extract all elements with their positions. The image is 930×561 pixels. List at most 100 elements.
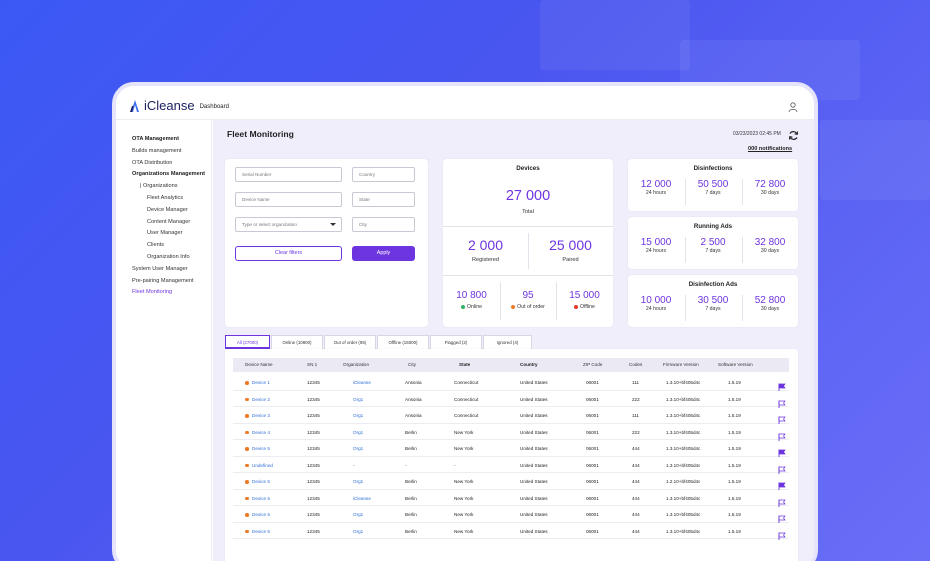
- column-header-firmware-version[interactable]: Firmware Version: [663, 362, 699, 367]
- sidebar-item-clients[interactable]: Clients: [147, 242, 165, 249]
- cell-sn: 12345: [307, 528, 320, 534]
- column-header-city[interactable]: City: [408, 362, 416, 367]
- filter-tabs: All (27000) Online (10800) Out of order (9…: [225, 335, 533, 349]
- column-header-organization[interactable]: Organization: [343, 362, 370, 367]
- cell-org[interactable]: iCleanse: [353, 495, 371, 501]
- cell-city: Berlin: [405, 495, 417, 501]
- stat-card-title: Running Ads: [693, 223, 733, 230]
- tab-offline[interactable]: Offline (15000): [377, 335, 429, 349]
- tab-online[interactable]: Online (10800): [271, 335, 323, 349]
- column-header-country[interactable]: Country: [520, 362, 538, 367]
- cell-name[interactable]: Device 1: [252, 380, 270, 385]
- notifications-link[interactable]: 000 notifications: [748, 146, 793, 152]
- column-header-state[interactable]: State: [459, 362, 471, 367]
- refresh-icon[interactable]: [788, 128, 799, 140]
- organization-select[interactable]: Type or select organization: [235, 217, 342, 232]
- city-input[interactable]: City: [352, 217, 415, 232]
- sidebar-item-system-user-manager[interactable]: System User Manager: [132, 265, 188, 272]
- online-legend: Online: [443, 304, 500, 310]
- sidebar-item-content-manager[interactable]: Content Manager: [147, 218, 191, 225]
- sidebar-item-pre-pairing-management[interactable]: Pre-pairing Management: [132, 277, 194, 284]
- flag-icon[interactable]: [778, 378, 786, 391]
- stat-value: 2 500: [700, 237, 726, 248]
- sidebar-item-organizations[interactable]: | Organizations: [140, 183, 178, 190]
- tab-flagged[interactable]: Flagged (2): [430, 335, 482, 349]
- cell-fw: 1.3.10+bf405d4c: [666, 396, 701, 402]
- cell-name[interactable]: Undefined: [252, 462, 273, 468]
- table-row[interactable]: Device 1 12345 iCleanse Ansonia Connecticut U…: [233, 374, 789, 391]
- device-name-input[interactable]: Device Name: [235, 192, 342, 207]
- cell-org[interactable]: Org1: [353, 528, 364, 534]
- column-header-device-name[interactable]: Device Name: [245, 362, 273, 367]
- cell-codes: 444: [632, 462, 640, 468]
- column-header-sn-1[interactable]: SN 1: [307, 362, 318, 367]
- sidebar-item-organization-info[interactable]: Organization Info: [147, 253, 190, 260]
- flag-icon[interactable]: [778, 411, 786, 424]
- cell-org[interactable]: Org1: [353, 413, 364, 418]
- sidebar-item-ota-distribution[interactable]: OTA Distribution: [132, 159, 173, 166]
- sidebar-item-user-manager[interactable]: User Manager: [147, 230, 183, 237]
- cell-sn: 12345: [307, 495, 320, 501]
- cell-codes: 444: [632, 495, 640, 501]
- cell-org[interactable]: Org1: [353, 512, 364, 517]
- serial-number-input[interactable]: Serial Number: [235, 167, 342, 182]
- table-row[interactable]: Device 5 12345 Org1 Berlin New York United St…: [233, 506, 789, 523]
- main-content: Fleet Monitoring 03/23/2023 02:45 PM 000…: [213, 120, 814, 561]
- table-row[interactable]: Device 3 12345 Org1 Ansonia Connecticut Unite…: [233, 407, 789, 424]
- column-header-codes[interactable]: Codes: [629, 362, 643, 367]
- flag-icon[interactable]: [778, 477, 786, 490]
- table-row[interactable]: Device 5 12345 Org1 Berlin New York United St…: [233, 473, 789, 490]
- sidebar-item-device-manager[interactable]: Device Manager: [147, 206, 188, 213]
- stat-label: 30 days: [760, 306, 780, 312]
- table-row[interactable]: Device 5 12345 Org1 Berlin New York United St…: [233, 523, 789, 540]
- flag-icon[interactable]: [778, 527, 786, 540]
- cell-name[interactable]: Device 2: [252, 396, 270, 402]
- tab-ignored[interactable]: Ignored (4): [483, 335, 532, 349]
- organization-select-placeholder: Type or select organization: [242, 222, 297, 227]
- logo[interactable]: iCleanse Dashboard: [130, 98, 229, 113]
- cell-name[interactable]: Device 5: [252, 512, 270, 517]
- cell-org[interactable]: Org1: [353, 446, 364, 451]
- cell-name[interactable]: Device 5: [252, 479, 270, 484]
- sidebar-item-fleet-analytics[interactable]: Fleet Analytics: [147, 194, 184, 201]
- flag-icon[interactable]: [778, 461, 786, 474]
- state-input[interactable]: State: [352, 192, 415, 207]
- flag-icon[interactable]: [778, 395, 786, 408]
- column-header-software-version[interactable]: Software Version: [718, 362, 753, 367]
- cell-name[interactable]: Device 4: [252, 429, 270, 435]
- online-dot: [461, 304, 465, 309]
- tab-out-of-order[interactable]: Out of order (95): [324, 335, 376, 349]
- table-row[interactable]: Device 5 12345 iCleanse Berlin New York Unite…: [233, 490, 789, 507]
- cell-name[interactable]: Device 3: [252, 413, 270, 418]
- cell-name[interactable]: Device 5: [252, 446, 270, 451]
- cell-sn: 12345: [307, 380, 320, 385]
- sidebar-item-ota-management[interactable]: OTA Management: [132, 136, 179, 142]
- user-icon[interactable]: [788, 99, 798, 113]
- stat-label: 30 days: [760, 190, 780, 196]
- flag-icon[interactable]: [778, 428, 786, 441]
- tab-all[interactable]: All (27000): [225, 335, 270, 349]
- table-row[interactable]: Device 2 12345 Org1 Ansonia Connecticut Unite…: [233, 391, 789, 408]
- cell-fw: 1.3.10+bf405d4c: [666, 512, 701, 517]
- apply-button[interactable]: Apply: [352, 246, 415, 261]
- clear-filters-button[interactable]: Clear filters: [235, 246, 342, 261]
- table-row[interactable]: Undefined 12345 - - - United States 06001 444 1.…: [233, 457, 789, 474]
- flag-icon[interactable]: [778, 444, 786, 457]
- sidebar-item-fleet-monitoring[interactable]: Fleet Monitoring: [132, 289, 173, 296]
- flag-icon[interactable]: [778, 510, 786, 523]
- cell-org[interactable]: Org1: [353, 479, 364, 484]
- cell-country: United States: [520, 380, 548, 385]
- cell-org[interactable]: Org1: [353, 396, 364, 402]
- sidebar-item-organizations-management[interactable]: Organizations Management: [132, 171, 206, 178]
- cell-name[interactable]: Device 5: [252, 528, 270, 534]
- sidebar-item-builds-management[interactable]: Builds management: [132, 147, 182, 154]
- table-row[interactable]: Device 5 12345 Org1 Berlin New York United St…: [233, 440, 789, 457]
- flag-icon[interactable]: [778, 494, 786, 507]
- cell-name[interactable]: Device 5: [252, 495, 270, 501]
- country-input[interactable]: Country: [352, 167, 415, 182]
- column-header-zip-code[interactable]: ZIP Code: [583, 362, 603, 367]
- status-dot: [245, 496, 249, 500]
- cell-org[interactable]: iCleanse: [353, 380, 371, 385]
- cell-org[interactable]: Org1: [353, 429, 364, 435]
- table-row[interactable]: Device 4 12345 Org1 Berlin New York United St…: [233, 424, 789, 441]
